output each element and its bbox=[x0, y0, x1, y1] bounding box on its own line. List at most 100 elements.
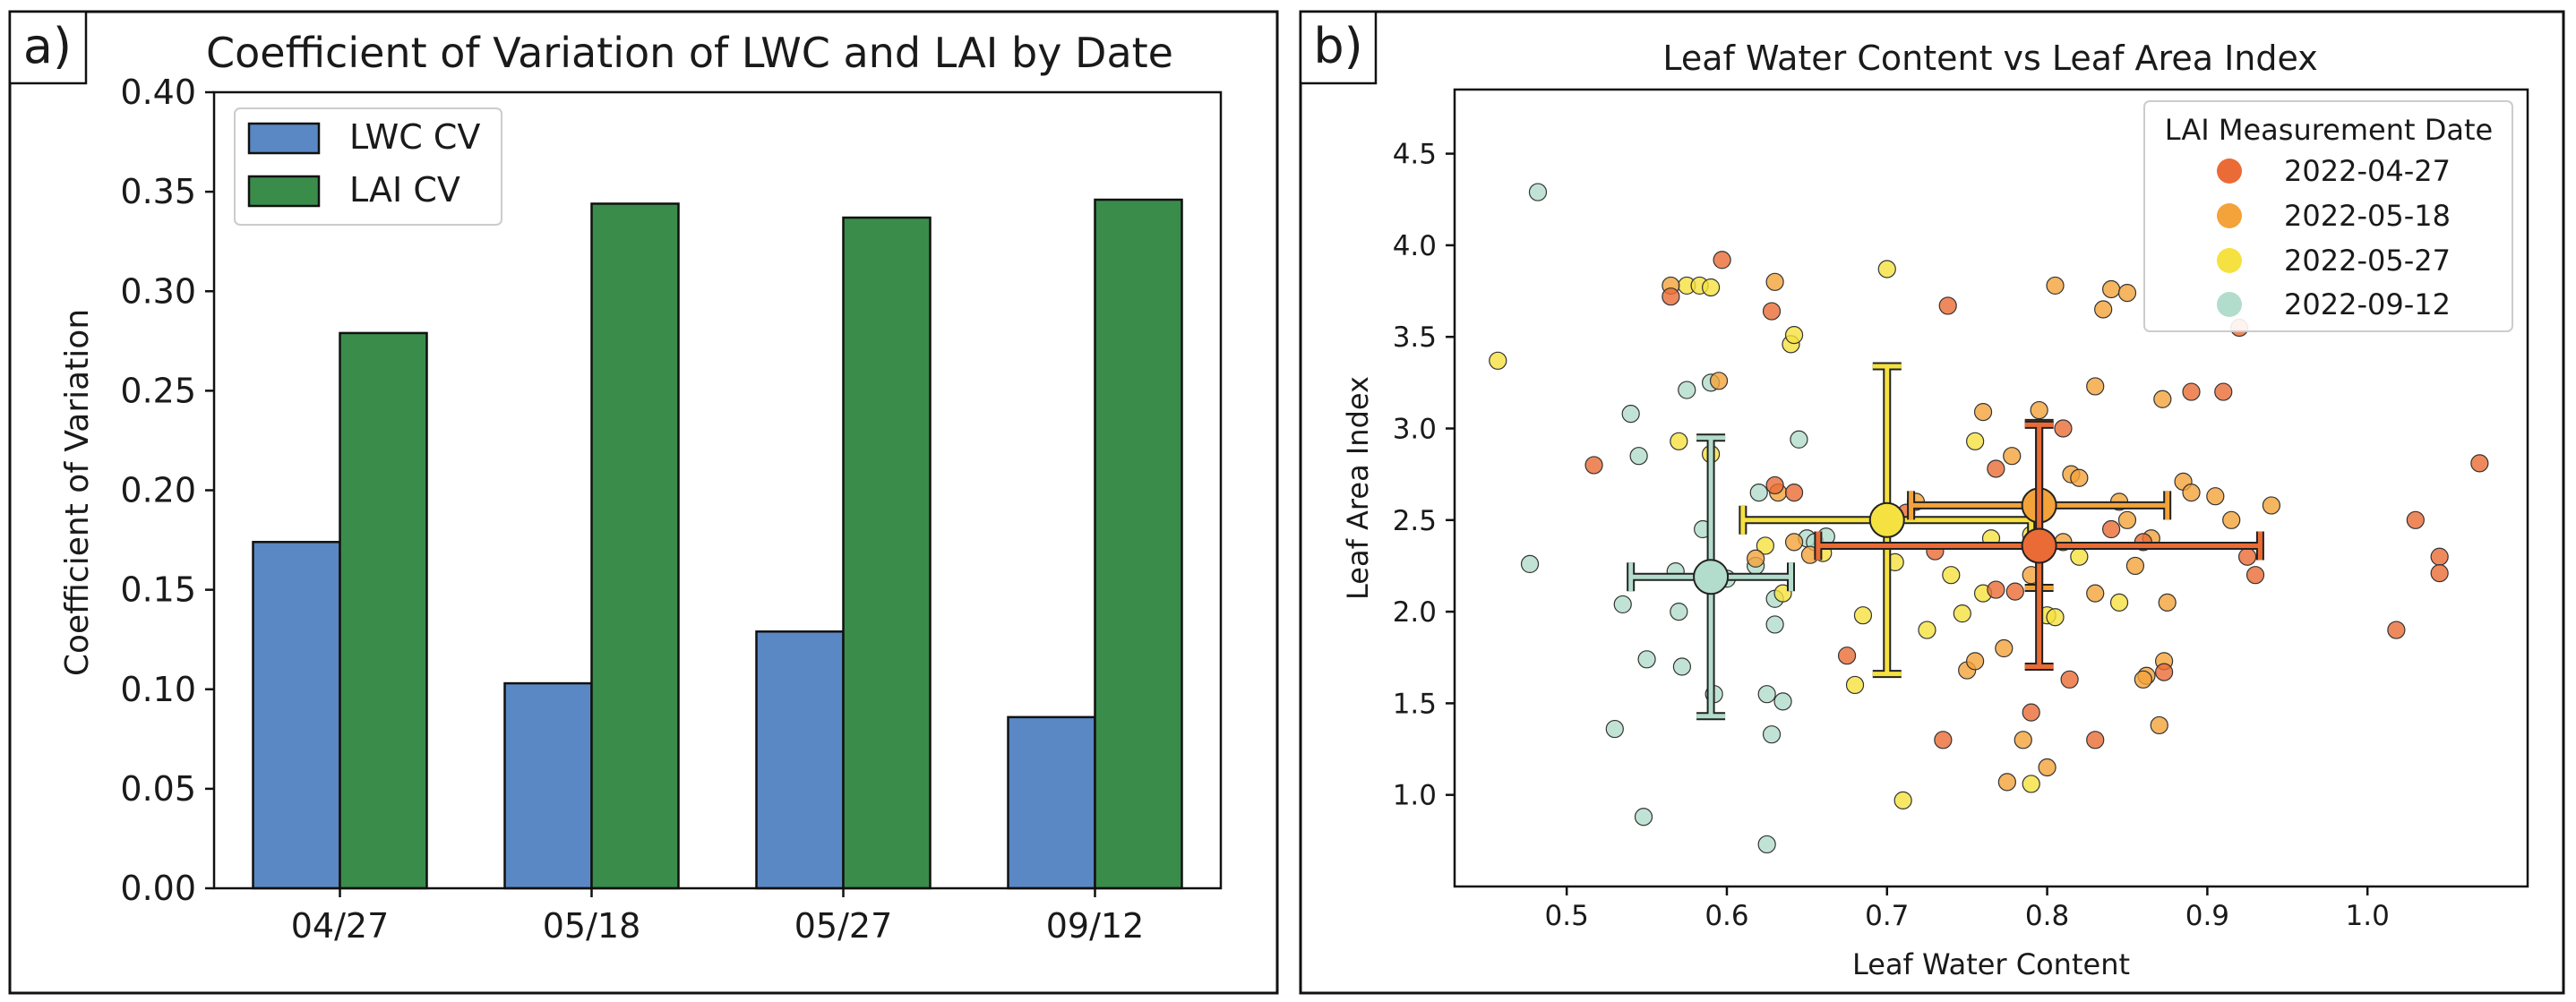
scatter-point-2022-09-12 bbox=[1672, 657, 1692, 676]
scatter-point-2022-09-12 bbox=[1520, 554, 1540, 574]
scatter-point-2022-09-12 bbox=[1765, 615, 1784, 634]
legend-label-lai: LAI CV bbox=[349, 170, 460, 210]
scatter-point-2022-05-18 bbox=[2182, 484, 2201, 502]
scatter-point-2022-04-27 bbox=[1584, 456, 1603, 475]
scatter-point-2022-04-27 bbox=[2470, 454, 2489, 473]
scatter-x-tick-label: 0.5 bbox=[1545, 900, 1589, 932]
scatter-point-2022-09-12 bbox=[1749, 484, 1768, 502]
mean-marker-2022-05-27 bbox=[1868, 501, 1905, 538]
scatter-point-2022-05-18 bbox=[1709, 372, 1729, 390]
scatter-plot-frame bbox=[1453, 88, 2529, 888]
scatter-point-2022-04-27 bbox=[1837, 647, 1857, 665]
scatter-y-tick-label: 3.0 bbox=[1393, 414, 1437, 446]
scatter-y-tick-label: 3.5 bbox=[1393, 321, 1437, 354]
bar-lwc-09-12 bbox=[1007, 715, 1096, 890]
scatter-point-2022-05-27 bbox=[1756, 536, 1774, 555]
scatter-point-2022-05-18 bbox=[2038, 758, 2057, 777]
bar-chart: Coefficient of Variation of LWC and LAI … bbox=[59, 29, 1223, 946]
legend-label-0527: 2022-05-27 bbox=[2284, 244, 2451, 278]
scatter-point-2022-05-18 bbox=[2086, 377, 2105, 396]
scatter-chart: Leaf Water Content vs Leaf Area Index Le… bbox=[1341, 39, 2529, 981]
scatter-x-ticks: 0.5 0.6 0.7 0.8 0.9 1.0 bbox=[1545, 886, 2390, 932]
bar-lwc-05-18 bbox=[503, 681, 593, 890]
scatter-point-2022-05-27 bbox=[1953, 604, 1971, 623]
bar-y-tick-label: 0.30 bbox=[120, 271, 196, 311]
scatter-point-2022-04-27 bbox=[2182, 382, 2201, 401]
mean-marker-2022-04-27 bbox=[2021, 527, 2057, 564]
scatter-point-2022-09-12 bbox=[1790, 430, 1808, 449]
scatter-y-tick-label: 2.0 bbox=[1393, 596, 1437, 629]
scatter-point-2022-05-18 bbox=[1966, 652, 1985, 671]
scatter-point-2022-04-27 bbox=[2406, 510, 2425, 529]
legend-marker-0912 bbox=[2217, 292, 2242, 317]
scatter-x-tick-label: 0.7 bbox=[1865, 900, 1909, 932]
scatter-point-2022-04-27 bbox=[2102, 519, 2121, 539]
scatter-point-2022-09-12 bbox=[1621, 405, 1640, 424]
bar-legend: LWC CV LAI CV bbox=[234, 107, 502, 226]
scatter-point-2022-05-27 bbox=[1845, 675, 1865, 695]
scatter-point-2022-05-27 bbox=[1942, 566, 1961, 585]
scatter-point-2022-09-12 bbox=[1637, 650, 1656, 669]
scatter-point-2022-05-18 bbox=[2117, 510, 2137, 529]
scatter-point-2022-05-27 bbox=[1877, 260, 1896, 278]
scatter-point-2022-04-27 bbox=[1987, 580, 2005, 599]
panel-b-frame bbox=[1299, 10, 2565, 995]
mean-errorbar-2022-09-12 bbox=[1627, 433, 1795, 721]
scatter-point-2022-05-18 bbox=[2014, 731, 2032, 749]
bar-x-tick-label: 05/27 bbox=[794, 906, 893, 946]
scatter-point-2022-04-27 bbox=[1934, 731, 1953, 749]
scatter-point-2022-05-18 bbox=[2117, 284, 2137, 303]
mean-errorbar-2022-04-27 bbox=[1814, 420, 2264, 671]
scatter-point-2022-04-27 bbox=[2214, 382, 2233, 401]
legend-swatch-lai bbox=[247, 175, 321, 208]
scatter-point-2022-04-27 bbox=[1784, 484, 1804, 502]
scatter-point-2022-04-27 bbox=[2237, 547, 2257, 566]
legend-label-0912: 2022-09-12 bbox=[2284, 287, 2451, 321]
scatter-point-2022-05-27 bbox=[1701, 278, 1721, 297]
bar-x-ticks: 04/27 05/18 05/27 09/12 bbox=[291, 888, 1144, 946]
bar-lai-09-12 bbox=[1094, 198, 1183, 890]
scatter-x-tick-label: 0.9 bbox=[2185, 900, 2229, 932]
bar-y-tick-label: 0.00 bbox=[120, 869, 196, 908]
scatter-point-2022-05-18 bbox=[2086, 584, 2105, 603]
scatter-point-2022-04-27 bbox=[2005, 582, 2024, 601]
scatter-point-2022-05-18 bbox=[2030, 400, 2048, 420]
scatter-point-2022-05-18 bbox=[1765, 272, 1784, 291]
panel-a-frame bbox=[8, 10, 1279, 995]
scatter-point-2022-05-18 bbox=[2158, 593, 2177, 612]
bar-y-tick-label: 0.40 bbox=[120, 73, 196, 112]
scatter-point-2022-09-12 bbox=[1762, 725, 1782, 744]
scatter-point-2022-04-27 bbox=[2430, 564, 2449, 583]
scatter-point-2022-09-12 bbox=[1629, 447, 1648, 466]
scatter-legend: LAI Measurement Date 2022-04-27 2022-05-… bbox=[2143, 100, 2513, 332]
scatter-ylabel: Leaf Area Index bbox=[1341, 376, 1375, 600]
scatter-point-2022-05-27 bbox=[1670, 432, 1688, 450]
scatter-y-tick-label: 4.5 bbox=[1393, 139, 1437, 171]
scatter-point-2022-09-12 bbox=[1613, 595, 1632, 614]
bar-lwc-04-27 bbox=[252, 541, 341, 890]
scatter-point-2022-05-27 bbox=[1489, 351, 1507, 370]
scatter-x-tick-label: 0.8 bbox=[2025, 900, 2069, 932]
scatter-point-2022-09-12 bbox=[1757, 685, 1776, 704]
scatter-point-2022-05-27 bbox=[2070, 547, 2089, 566]
scatter-y-tick-label: 4.0 bbox=[1393, 230, 1437, 262]
scatter-point-2022-05-27 bbox=[1966, 432, 1985, 450]
bar-y-tick-label: 0.35 bbox=[120, 172, 196, 211]
scatter-point-2022-09-12 bbox=[1605, 719, 1624, 739]
scatter-point-2022-04-27 bbox=[2022, 703, 2040, 722]
bar-lai-05-27 bbox=[842, 216, 932, 890]
scatter-x-tick-label: 1.0 bbox=[2346, 900, 2390, 932]
scatter-point-2022-04-27 bbox=[2245, 566, 2265, 585]
scatter-point-2022-05-18 bbox=[2150, 715, 2168, 735]
scatter-point-2022-09-12 bbox=[1528, 183, 1548, 201]
bar-y-ticks: 0.00 0.05 0.10 0.15 0.20 0.25 0.30 0.35 0.40 bbox=[120, 73, 214, 908]
scatter-point-2022-04-27 bbox=[1713, 251, 1731, 270]
bar-y-tick-label: 0.10 bbox=[120, 670, 196, 709]
scatter-point-2022-05-18 bbox=[2046, 276, 2065, 295]
panel-a-tag: a) bbox=[8, 10, 88, 85]
scatter-point-2022-05-18 bbox=[2125, 556, 2145, 576]
bar-lwc-05-27 bbox=[755, 630, 845, 890]
scatter-point-2022-09-12 bbox=[1634, 808, 1653, 826]
panel-b-tag: b) bbox=[1299, 10, 1378, 85]
